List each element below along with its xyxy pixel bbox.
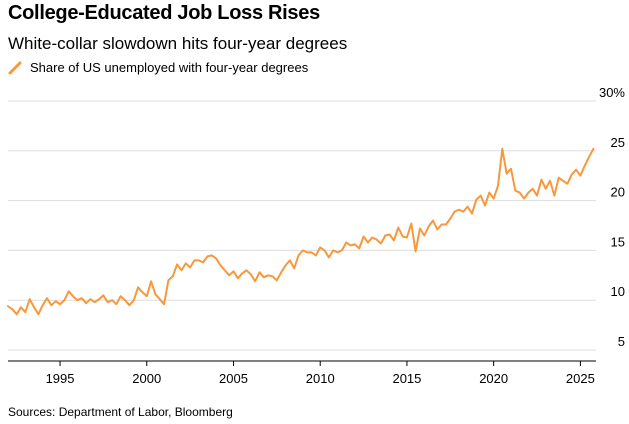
- x-tick-label: 1995: [46, 371, 75, 386]
- x-tick-label: 2010: [306, 371, 335, 386]
- series-line-0: [7, 147, 595, 316]
- series-layer: [7, 147, 595, 316]
- chart-subtitle: White-collar slowdown hits four-year deg…: [8, 34, 348, 53]
- x-tick-label: 2015: [392, 371, 421, 386]
- grid-lines: [8, 100, 596, 351]
- chart-title: College-Educated Job Loss Rises: [8, 2, 320, 24]
- source-note: Sources: Department of Labor, Bloomberg: [8, 405, 233, 419]
- y-tick-label: 5: [618, 334, 625, 349]
- y-axis-labels: 5 10 15 20 25 30%: [599, 85, 625, 349]
- x-axis: 1995 2000 2005 2010 2015 2020 2025: [8, 360, 596, 386]
- x-tick-label: 2020: [479, 371, 508, 386]
- y-tick-label: 15: [611, 234, 625, 249]
- x-tick-label: 2005: [219, 371, 248, 386]
- y-tick-label: 25: [611, 135, 625, 150]
- legend-label: Share of US unemployed with four-year de…: [30, 60, 309, 75]
- y-tick-label: 30%: [599, 85, 625, 100]
- chart-legend: Share of US unemployed with four-year de…: [8, 60, 308, 75]
- x-tick-label: 2000: [132, 371, 161, 386]
- y-tick-label: 10: [611, 284, 625, 299]
- y-tick-label: 20: [611, 185, 625, 200]
- x-tick-label: 2025: [566, 371, 595, 386]
- legend-swatch-icon: [8, 61, 22, 75]
